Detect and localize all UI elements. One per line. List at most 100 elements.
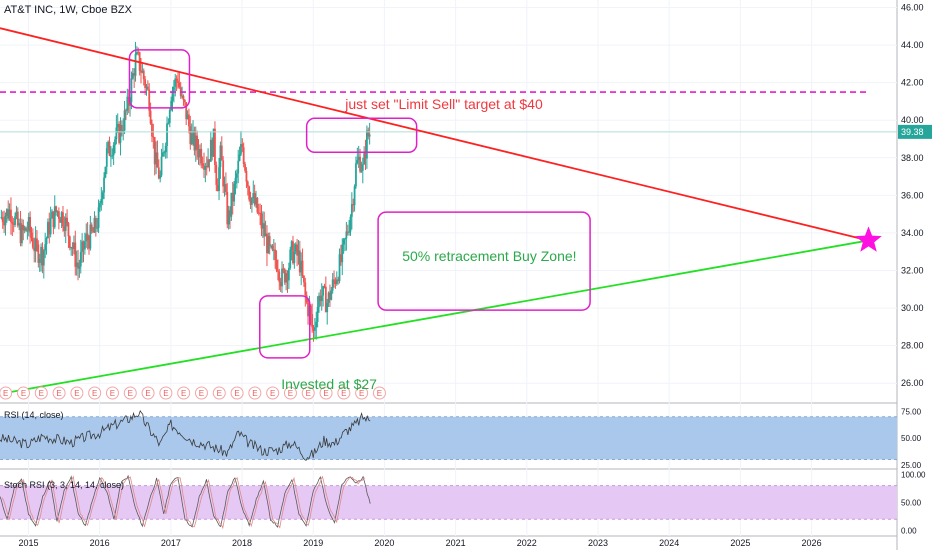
earnings-marker bbox=[248, 386, 262, 400]
candle-body bbox=[22, 224, 25, 231]
earnings-marker bbox=[230, 386, 244, 400]
candle-body bbox=[251, 197, 253, 205]
candle-body bbox=[174, 78, 177, 87]
earnings-marker bbox=[16, 386, 30, 400]
candle-body bbox=[281, 268, 283, 287]
candle-body bbox=[42, 250, 45, 266]
candle-body bbox=[30, 232, 33, 239]
stoch-k-line bbox=[0, 474, 371, 528]
candle-body bbox=[238, 154, 241, 161]
earnings-marker-label: E bbox=[3, 389, 8, 398]
earnings-marker bbox=[177, 386, 191, 400]
earnings-marker bbox=[301, 386, 315, 400]
candle-body bbox=[14, 216, 16, 225]
price-tick-label: 32.00 bbox=[901, 266, 924, 276]
candle-body bbox=[163, 152, 166, 154]
candle-body bbox=[230, 192, 233, 217]
candle-body bbox=[320, 295, 323, 302]
candle-body bbox=[241, 143, 244, 148]
candle-body bbox=[207, 159, 209, 168]
earnings-marker bbox=[70, 386, 84, 400]
candle-body bbox=[233, 183, 236, 202]
candle-body bbox=[186, 114, 189, 120]
rsi-tick-label: 50.00 bbox=[901, 434, 922, 443]
candle-body bbox=[33, 247, 36, 252]
candle-body bbox=[307, 302, 309, 317]
candle-body bbox=[103, 177, 105, 193]
candle-body bbox=[359, 156, 361, 172]
candle-body bbox=[167, 122, 170, 124]
candle-body bbox=[71, 247, 74, 249]
earnings-marker bbox=[266, 386, 280, 400]
candle-body bbox=[29, 217, 32, 233]
earnings-marker-label: E bbox=[163, 389, 168, 398]
candle-body bbox=[145, 86, 148, 89]
x-tick-label: 2026 bbox=[802, 538, 822, 548]
candle-body bbox=[181, 95, 183, 97]
candle-body bbox=[166, 123, 168, 146]
candle-body bbox=[368, 134, 371, 137]
candle-body bbox=[15, 211, 18, 217]
candle-body bbox=[133, 73, 136, 76]
candle-body bbox=[352, 204, 355, 206]
candle-body bbox=[119, 125, 122, 143]
earnings-marker-label: E bbox=[92, 389, 97, 398]
candle-body bbox=[249, 199, 252, 205]
candle-body bbox=[188, 114, 190, 127]
candle-body bbox=[79, 251, 82, 267]
candle-body bbox=[293, 251, 296, 264]
candle-body bbox=[300, 260, 303, 273]
candle-body bbox=[289, 249, 292, 268]
earnings-marker-label: E bbox=[377, 389, 382, 398]
apex-star-icon bbox=[855, 226, 882, 252]
candle-body bbox=[264, 233, 267, 237]
candle-body bbox=[313, 327, 316, 331]
candle-body bbox=[115, 127, 118, 140]
candle-body bbox=[83, 241, 86, 250]
candle-body bbox=[0, 217, 3, 219]
candle-body bbox=[94, 218, 97, 228]
earnings-marker bbox=[123, 386, 137, 400]
x-tick-label: 2017 bbox=[161, 538, 181, 548]
candle-body bbox=[151, 123, 153, 137]
last-price-tag bbox=[898, 124, 932, 139]
candle-body bbox=[159, 175, 162, 179]
candle-body bbox=[353, 186, 356, 206]
earnings-marker bbox=[34, 386, 48, 400]
candle-body bbox=[337, 279, 340, 282]
candle-body bbox=[116, 123, 119, 128]
candle-body bbox=[114, 139, 116, 146]
candle-body bbox=[27, 217, 30, 231]
candle-body bbox=[256, 197, 259, 213]
x-tick-label: 2019 bbox=[303, 538, 323, 548]
candle-body bbox=[21, 224, 23, 244]
candle-body bbox=[245, 170, 248, 182]
rsi-line bbox=[0, 410, 371, 461]
candle-body bbox=[105, 148, 108, 167]
candle-body bbox=[86, 233, 89, 241]
candle-body bbox=[4, 216, 7, 226]
candle-body bbox=[45, 238, 48, 245]
candle-body bbox=[259, 212, 262, 214]
earnings-marker-label: E bbox=[306, 389, 311, 398]
candle-body bbox=[215, 164, 218, 185]
candle-body bbox=[209, 139, 212, 162]
highlight-limit-sell-circle bbox=[305, 117, 418, 154]
candle-body bbox=[356, 160, 359, 164]
candle-body bbox=[363, 151, 366, 165]
candle-body bbox=[178, 82, 181, 88]
annotation-text: just set "Limit Sell" target at $40 bbox=[344, 96, 543, 112]
candle-body bbox=[266, 233, 268, 254]
candle-body bbox=[304, 282, 307, 296]
candle-body bbox=[99, 203, 101, 208]
candle-body bbox=[333, 279, 335, 281]
candle-body bbox=[142, 70, 145, 80]
candle-body bbox=[148, 89, 151, 111]
candle-body bbox=[349, 216, 352, 232]
earnings-marker bbox=[141, 386, 155, 400]
earnings-marker bbox=[372, 386, 386, 400]
candle-body bbox=[52, 211, 55, 228]
price-tick-label: 34.00 bbox=[901, 228, 924, 238]
candle-body bbox=[319, 295, 322, 302]
candle-body bbox=[339, 254, 342, 263]
